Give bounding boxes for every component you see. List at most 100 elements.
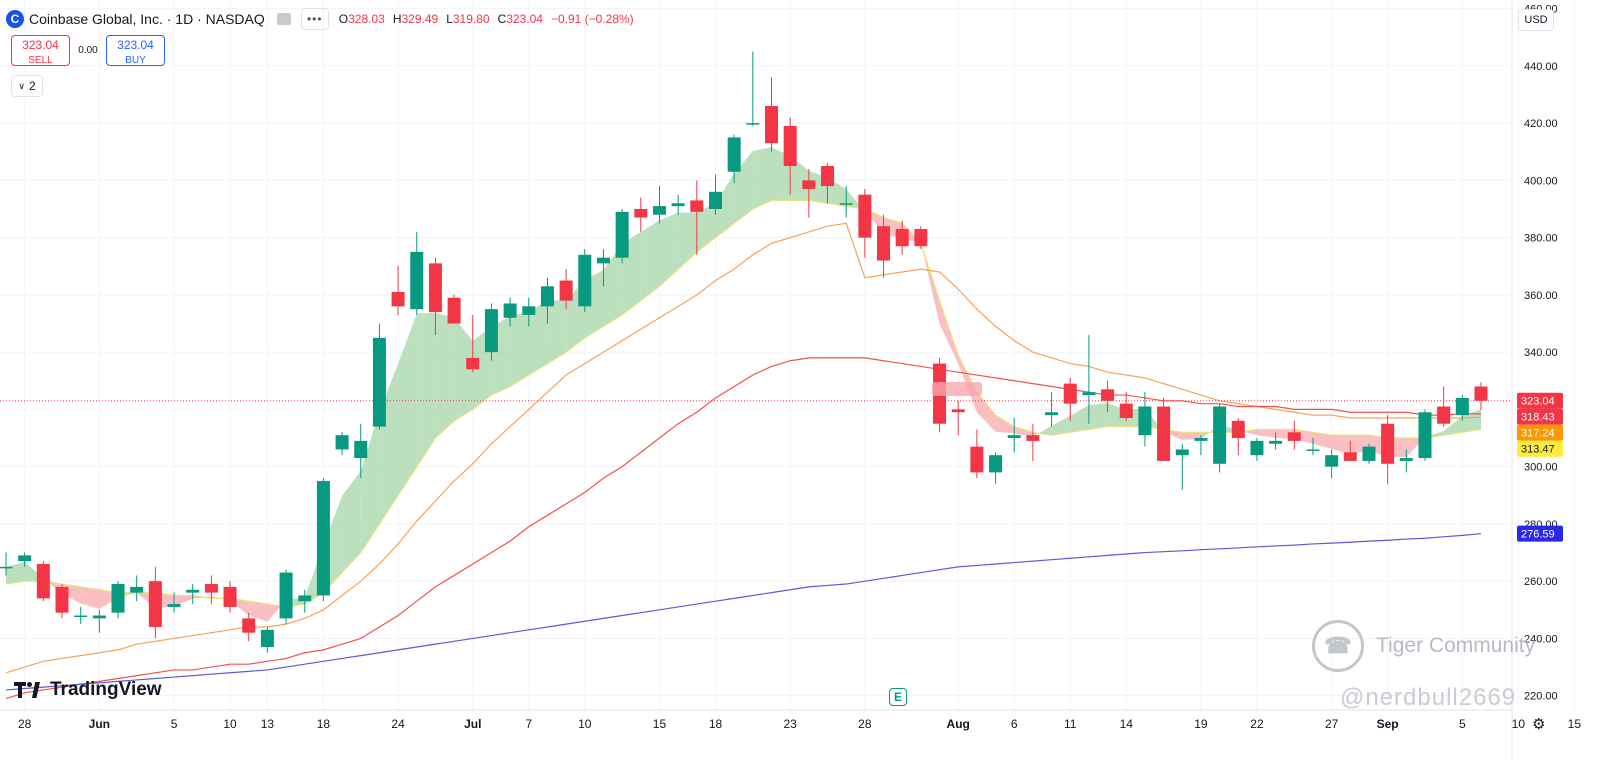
candle xyxy=(316,478,330,602)
candle xyxy=(1231,417,1245,456)
x-tick-label: 5 xyxy=(171,717,178,731)
cloud-segment xyxy=(603,243,623,327)
candle-body xyxy=(1007,435,1021,439)
candle-body xyxy=(895,229,909,247)
cloud-segment xyxy=(416,312,436,467)
y-tick-label: 360.00 xyxy=(1524,290,1558,302)
candle xyxy=(111,581,125,619)
ohlc-low: L319.80 xyxy=(446,12,490,26)
axis-price-label: 317.24 xyxy=(1517,424,1563,441)
candle-body xyxy=(1045,412,1059,416)
candle xyxy=(895,220,909,255)
x-tick-label: 15 xyxy=(1568,717,1582,731)
candle-body xyxy=(1194,438,1208,441)
tradingview-wordmark: TradingView xyxy=(50,679,162,700)
y-tick-label: 260.00 xyxy=(1524,576,1558,588)
candle xyxy=(1343,440,1357,461)
cloud-segment xyxy=(640,220,660,301)
candle-body xyxy=(148,581,162,627)
candle-body xyxy=(839,203,853,205)
candle-body xyxy=(615,211,629,258)
candle xyxy=(1455,395,1469,421)
x-tick-label: 18 xyxy=(709,717,723,731)
candle xyxy=(260,626,274,653)
candle-body xyxy=(1455,397,1469,416)
candle xyxy=(92,609,106,633)
candle-body xyxy=(55,586,69,613)
axis-price-label-text: 313.47 xyxy=(1521,444,1555,456)
cloud-segment xyxy=(1406,437,1425,458)
x-tick-label: 13 xyxy=(261,717,275,731)
buy-price: 323.04 xyxy=(117,38,154,52)
candle xyxy=(596,249,610,287)
candle-body xyxy=(466,357,480,370)
user-watermark: @nerdbull2669 xyxy=(1340,684,1517,711)
candle xyxy=(1157,397,1171,461)
ohlc-high: H329.49 xyxy=(392,12,439,26)
x-tick-label: 5 xyxy=(1459,717,1466,731)
event-badge[interactable] xyxy=(932,382,982,396)
cloud-segment xyxy=(920,242,940,324)
cloud-segment xyxy=(360,411,380,553)
candle-body xyxy=(372,337,386,427)
ma-long-line xyxy=(5,357,1482,700)
candle-body xyxy=(1306,449,1320,451)
candle-body xyxy=(354,440,368,459)
axis-price-label-text: 318.43 xyxy=(1521,412,1555,424)
tradingview-logo[interactable]: TradingView xyxy=(14,679,162,701)
x-tick-label: 28 xyxy=(18,717,32,731)
sell-label: SELL xyxy=(28,55,53,66)
candle xyxy=(1362,443,1376,464)
candle-body xyxy=(428,263,442,313)
sell-button[interactable]: 323.04 SELL xyxy=(11,35,70,66)
currency-selector[interactable]: USD xyxy=(1518,9,1554,31)
candle-body xyxy=(335,435,349,450)
gear-icon[interactable]: ⚙ xyxy=(1532,716,1546,733)
candle-body xyxy=(447,297,461,324)
ma-200-line xyxy=(5,533,1482,691)
candle-body xyxy=(1101,389,1115,401)
x-tick-label: 10 xyxy=(578,717,592,731)
indicators-toggle-button[interactable]: ∨ 2 xyxy=(11,75,43,97)
candle xyxy=(1437,386,1451,427)
candle-body xyxy=(914,229,928,247)
x-tick-label: 11 xyxy=(1064,717,1077,731)
candle-body xyxy=(1269,440,1283,444)
candle xyxy=(1101,380,1115,413)
y-tick-label: 340.00 xyxy=(1524,347,1558,359)
cloud-segment xyxy=(976,392,996,432)
axis-price-label-text: 276.59 xyxy=(1521,529,1555,541)
x-tick-label: 28 xyxy=(858,717,872,731)
more-options-button[interactable]: ••• xyxy=(300,8,329,30)
candle xyxy=(1138,392,1152,447)
tiger-logo-icon: ☎ xyxy=(1312,620,1364,672)
candle-body xyxy=(1026,435,1040,441)
candle xyxy=(447,294,461,324)
earnings-icon[interactable]: E xyxy=(889,688,907,706)
symbol-title[interactable]: Coinbase Global, Inc. · 1D · NASDAQ xyxy=(29,11,265,27)
candle-body xyxy=(559,280,573,301)
coinbase-logo-icon: C xyxy=(6,10,24,28)
y-tick-label: 400.00 xyxy=(1524,175,1558,187)
axis-price-label-bg xyxy=(1517,440,1563,457)
candle-body xyxy=(1138,406,1152,436)
axis-price-label-bg xyxy=(1517,408,1563,425)
candle xyxy=(1269,432,1283,450)
candle xyxy=(372,323,386,430)
symbol-flag-icon[interactable] xyxy=(276,13,291,25)
cloud-segment xyxy=(342,471,361,573)
candle xyxy=(1007,417,1021,453)
buy-button[interactable]: 323.04 BUY xyxy=(106,35,165,66)
candle xyxy=(671,194,685,215)
axis-price-label-bg xyxy=(1517,424,1563,441)
candle xyxy=(484,303,498,361)
cloud-segment xyxy=(1443,416,1463,436)
candle xyxy=(148,566,162,639)
candle-body xyxy=(503,303,517,318)
candle-body xyxy=(765,105,779,144)
candle-body xyxy=(92,615,106,619)
candle-body xyxy=(690,200,704,212)
candle xyxy=(354,423,368,479)
candle xyxy=(1082,334,1096,424)
